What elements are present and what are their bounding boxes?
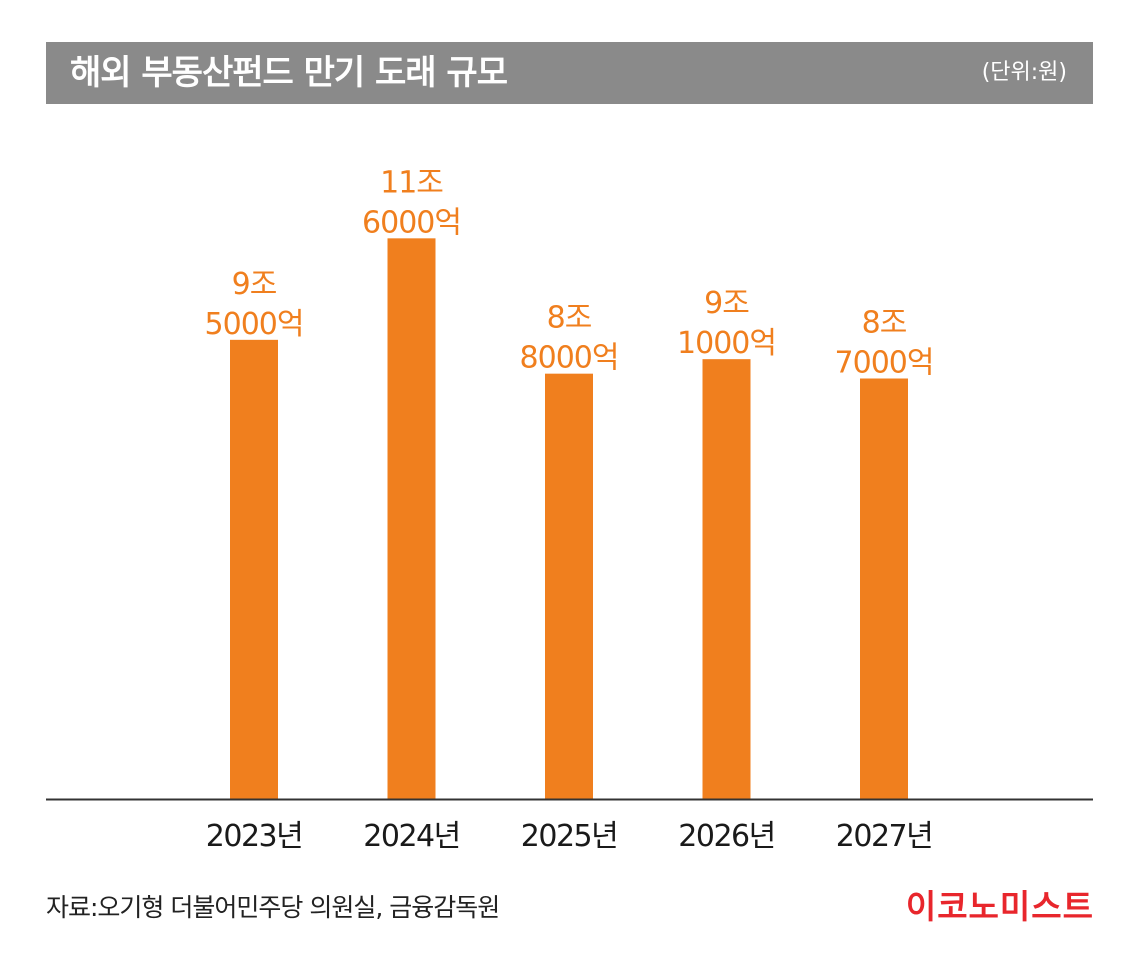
data-label-0-0: 9조: [232, 267, 277, 302]
bar-1: [387, 238, 436, 800]
unit-label: (단위:원): [981, 60, 1067, 85]
bar-chart: 9조 5000억 11조 6000억 8조 8000억 9조 1000억 8조 7000억 202…: [46, 165, 1093, 854]
bar-2: [545, 373, 593, 799]
data-label-4-1: 7000억: [835, 346, 934, 381]
data-label-2-1: 8000억: [520, 341, 619, 376]
x-tick-label-2: 2025년: [521, 819, 617, 854]
data-label-2-0: 8조: [547, 301, 592, 336]
chart-header: 해외 부동산펀드 만기 도래 규모 (단위:원): [46, 42, 1093, 104]
data-label-4-0: 8조: [862, 306, 907, 341]
bar-4: [860, 378, 908, 799]
x-tick-label-3: 2026년: [678, 819, 774, 854]
chart-title: 해외 부동산펀드 만기 도래 규모: [70, 53, 508, 93]
data-label-1-1: 6000억: [362, 205, 461, 240]
x-tick-label-0: 2023년: [206, 819, 302, 854]
source-note: 자료:오기형 더불어민주당 의원실, 금융감독원: [46, 893, 500, 922]
x-tick-label-1: 2024년: [363, 819, 459, 854]
brand-logo: 이코노미스트: [905, 887, 1094, 926]
data-label-3-1: 1000억: [677, 326, 776, 361]
data-label-0-1: 5000억: [205, 307, 304, 342]
x-tick-label-4: 2027년: [836, 819, 932, 854]
data-label-3-0: 9조: [704, 286, 749, 321]
bar-3: [702, 359, 751, 799]
data-label-1-0: 11조: [380, 165, 443, 200]
bar-0: [230, 339, 278, 799]
